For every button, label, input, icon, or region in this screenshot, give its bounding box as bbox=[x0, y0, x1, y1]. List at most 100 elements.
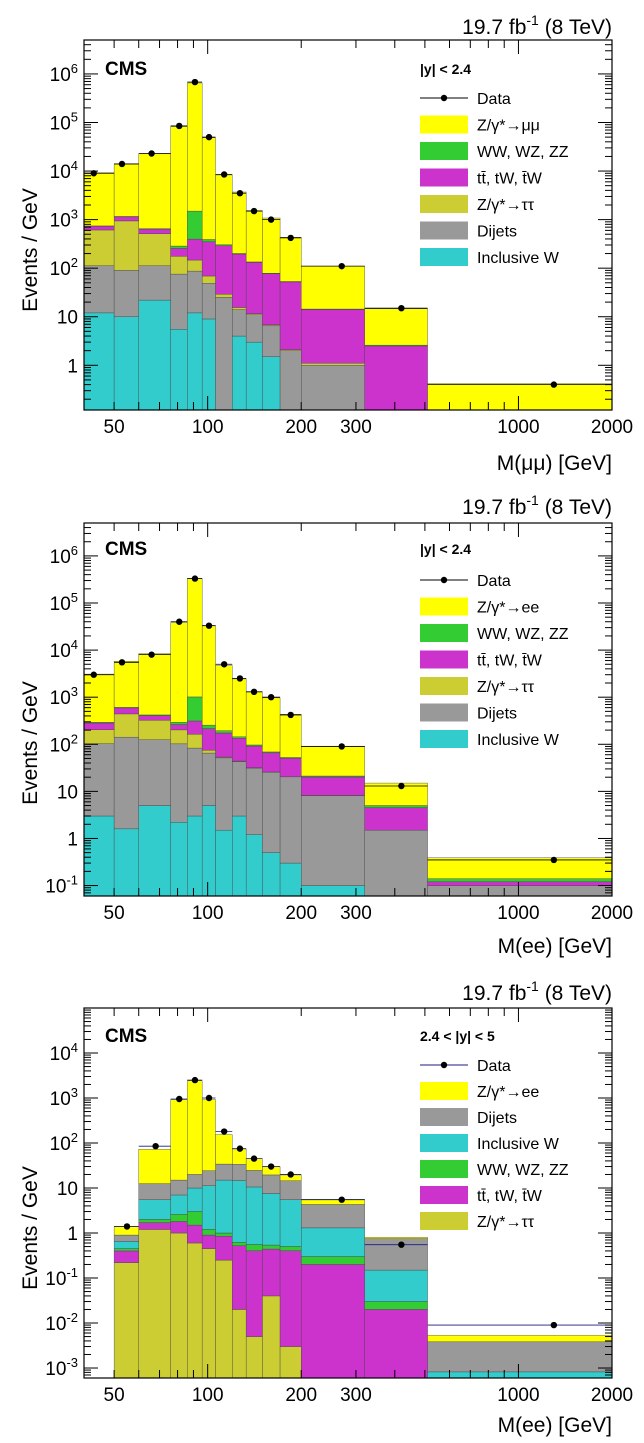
bar-top bbox=[280, 1251, 301, 1347]
bar-top bbox=[365, 808, 428, 830]
bar-top bbox=[114, 1251, 139, 1263]
bar-dy_ee bbox=[171, 623, 188, 723]
legend-label-diboson: WW, WZ, ZZ bbox=[477, 1162, 569, 1179]
bar-dijets bbox=[114, 1235, 139, 1241]
x-tick-label: 300 bbox=[340, 903, 372, 924]
bar-dy_mumu bbox=[246, 211, 262, 262]
bar-wjets bbox=[232, 816, 246, 896]
bar-diboson bbox=[114, 1249, 139, 1251]
legend-swatch-diboson bbox=[420, 624, 468, 642]
legend-data-marker bbox=[441, 577, 447, 583]
bar-dijets bbox=[232, 310, 246, 336]
data-point bbox=[206, 134, 212, 140]
selection-label: |y| < 2.4 bbox=[420, 541, 471, 557]
bar-dy_tautau bbox=[187, 1243, 202, 1378]
bar-dy_tautau bbox=[202, 750, 215, 753]
bar-wjets bbox=[202, 1186, 215, 1230]
data-point bbox=[237, 190, 243, 196]
data-point bbox=[176, 123, 182, 129]
bar-top bbox=[301, 1264, 364, 1378]
legend-label-dijets: Dijets bbox=[477, 706, 517, 723]
bar-wjets bbox=[114, 829, 139, 896]
y-tick-label: 104 bbox=[50, 637, 78, 662]
bar-diboson bbox=[232, 737, 246, 738]
data-point bbox=[268, 694, 274, 700]
data-point bbox=[268, 1163, 274, 1169]
legend-swatch-wjets bbox=[420, 248, 468, 266]
data-point bbox=[398, 1241, 404, 1247]
legend-swatch-wjets bbox=[420, 730, 468, 748]
data-point bbox=[192, 79, 198, 85]
y-tick-label: 10-1 bbox=[45, 1265, 78, 1290]
bar-dy_tautau bbox=[139, 720, 171, 740]
bar-dijets bbox=[262, 772, 280, 852]
panel-ee: 19.7 fb-1 (8 TeV) CMS |y| < 2.4 Events /… bbox=[0, 483, 644, 963]
bar-dy_ee bbox=[301, 1199, 364, 1204]
bar-dijets bbox=[139, 266, 171, 300]
bar-dijets bbox=[280, 777, 301, 863]
data-point bbox=[288, 712, 294, 718]
bar-top bbox=[216, 733, 233, 757]
y-tick-label: 10-3 bbox=[45, 1355, 78, 1380]
bar-dy_tautau bbox=[84, 730, 114, 744]
x-tick-label: 50 bbox=[104, 417, 125, 438]
bar-wjets bbox=[187, 1188, 202, 1212]
bar-dijets bbox=[301, 1205, 364, 1228]
x-tick-label: 1000 bbox=[497, 417, 539, 438]
legend-label-dy_tautau: Z/γ*→ττ bbox=[477, 679, 535, 696]
bar-dy_ee bbox=[301, 746, 364, 776]
bar-top bbox=[187, 239, 202, 260]
data-point bbox=[91, 672, 97, 678]
x-tick-label: 100 bbox=[192, 417, 224, 438]
data-point bbox=[206, 622, 212, 628]
data-point bbox=[339, 263, 345, 269]
bar-dy_tautau bbox=[139, 234, 171, 266]
y-tick-label: 103 bbox=[50, 207, 78, 232]
bar-dijets bbox=[216, 1164, 233, 1180]
bar-dijets bbox=[246, 768, 262, 835]
bar-top bbox=[262, 1249, 280, 1296]
data-point bbox=[551, 857, 557, 863]
bar-diboson bbox=[171, 1214, 188, 1221]
bar-dy_mumu bbox=[114, 164, 139, 216]
bar-dy_tautau bbox=[171, 730, 188, 744]
lumi-label: 19.7 fb-1 (8 TeV) bbox=[462, 978, 612, 1005]
bar-dy_tautau bbox=[232, 1309, 246, 1378]
bar-dy_ee bbox=[84, 674, 114, 722]
bar-dijets bbox=[187, 1174, 202, 1188]
bar-diboson bbox=[365, 1302, 428, 1310]
bar-top bbox=[216, 1236, 233, 1260]
bar-top bbox=[246, 262, 262, 313]
bar-dy_tautau bbox=[84, 230, 114, 266]
bar-top bbox=[139, 1223, 171, 1230]
bar-dy_ee bbox=[232, 679, 246, 737]
legend-label-dijets: Dijets bbox=[477, 224, 517, 241]
bar-dijets bbox=[365, 1239, 428, 1270]
bar-dijets bbox=[187, 271, 202, 313]
bar-dy_ee bbox=[171, 1100, 188, 1180]
bar-dijets bbox=[216, 297, 233, 410]
data-point bbox=[339, 1196, 345, 1202]
bar-wjets bbox=[84, 816, 114, 896]
bar-diboson bbox=[202, 1229, 215, 1235]
bar-top bbox=[280, 758, 301, 776]
bar-wjets bbox=[280, 863, 301, 896]
x-tick-label: 2000 bbox=[591, 903, 633, 924]
bar-wjets bbox=[171, 822, 188, 896]
bar-dijets bbox=[232, 1164, 246, 1180]
legend-label-dijets: Dijets bbox=[477, 1110, 517, 1127]
data-point bbox=[398, 783, 404, 789]
bar-dy_tautau bbox=[114, 714, 139, 737]
legend-data-marker bbox=[441, 1062, 447, 1068]
bar-dijets bbox=[280, 1181, 301, 1200]
bar-top bbox=[232, 1246, 246, 1310]
y-tick-label: 106 bbox=[50, 61, 78, 86]
legend-swatch-dy_mumu bbox=[420, 116, 468, 134]
data-point bbox=[251, 689, 257, 695]
bar-top bbox=[232, 738, 246, 761]
data-point bbox=[119, 659, 125, 665]
bar-dy_mumu bbox=[428, 384, 612, 410]
y-tick-label: 102 bbox=[50, 1130, 78, 1155]
data-point bbox=[398, 305, 404, 311]
legend-swatch-dy_ee bbox=[420, 1082, 468, 1100]
